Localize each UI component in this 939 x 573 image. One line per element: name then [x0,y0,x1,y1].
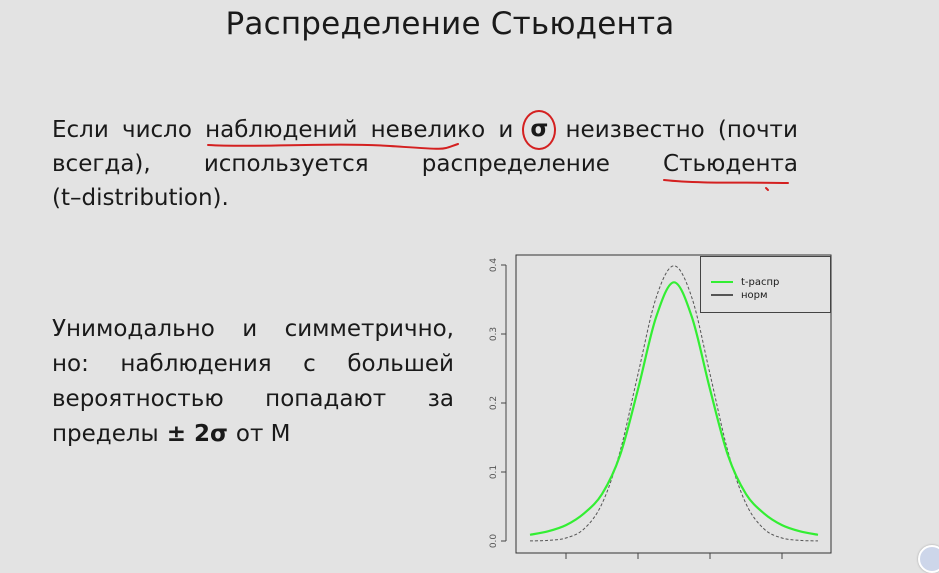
slide-nav-button[interactable] [918,545,939,573]
paragraph-line: (t–distribution). [52,181,798,215]
word: вероятностью [52,386,224,412]
word: симметрично, [284,316,454,342]
legend-item-norm: норм [711,289,768,301]
density-chart-svg: 0.0 0.1 0.2 0.3 0.4 [489,254,832,559]
paragraph-line: всегда), используется распределение Стью… [52,147,798,181]
y-tick-label: 0.4 [489,258,499,273]
chart-legend: t-распр норм [700,256,831,313]
legend-swatch-norm [711,294,733,296]
density-chart: 0.0 0.1 0.2 0.3 0.4 t-распр норм [486,245,836,566]
series-line-normal [529,265,819,542]
word: и [498,117,514,143]
word-small: невелико [370,117,486,143]
word: попадают [265,386,387,412]
plot-frame [515,254,832,554]
legend-swatch-t [711,281,733,283]
word: большей [347,351,454,377]
word: наблюдения [120,351,272,377]
word-student: Стьюдента [663,151,798,177]
word-observations: наблюдений [205,117,358,143]
word: Если [52,117,109,143]
paragraph-line: но: наблюдения с большей [52,347,454,382]
word: число [121,117,192,143]
word: но: [52,351,89,377]
word: (почти [717,117,798,143]
legend-item-t: t-распр [711,276,779,288]
legend-label-norm: норм [741,289,768,301]
paragraph-line: пределы ± 2σ от М [52,417,454,452]
slide-title: Распределение Стьюдента [225,6,675,42]
paragraph-line: Если число наблюдений невелико и σ неизв… [52,110,798,150]
y-tick-label: 0.3 [489,327,499,341]
word: от М [235,421,291,447]
legend-label-t: t-распр [741,276,780,288]
y-tick-label: 0.1 [489,465,499,479]
word: используется [203,151,369,177]
word: Унимодально [52,316,215,342]
word: (t–distribution). [52,185,229,211]
word: и [242,316,258,342]
paragraph-line: вероятностью попадают за [52,382,454,417]
word: всегда), [52,151,151,177]
paragraph-small-sample: Если число наблюдений невелико и σ неизв… [52,110,798,215]
paragraph-line: Унимодально и симметрично, [52,312,454,347]
word: за [427,386,454,412]
word: пределы [52,421,159,447]
word: распределение [421,151,610,177]
word: неизвестно [565,117,705,143]
word: с [303,351,316,377]
y-tick-label: 0.2 [489,396,499,410]
two-sigma-emphasis: ± 2σ [166,421,228,447]
paragraph-unimodal: Унимодально и симметрично, но: наблюдени… [52,312,454,452]
series-line-t-distribution [529,281,819,536]
sigma-symbol-circled: σ [522,110,557,150]
y-tick-label: 0.0 [489,534,499,549]
